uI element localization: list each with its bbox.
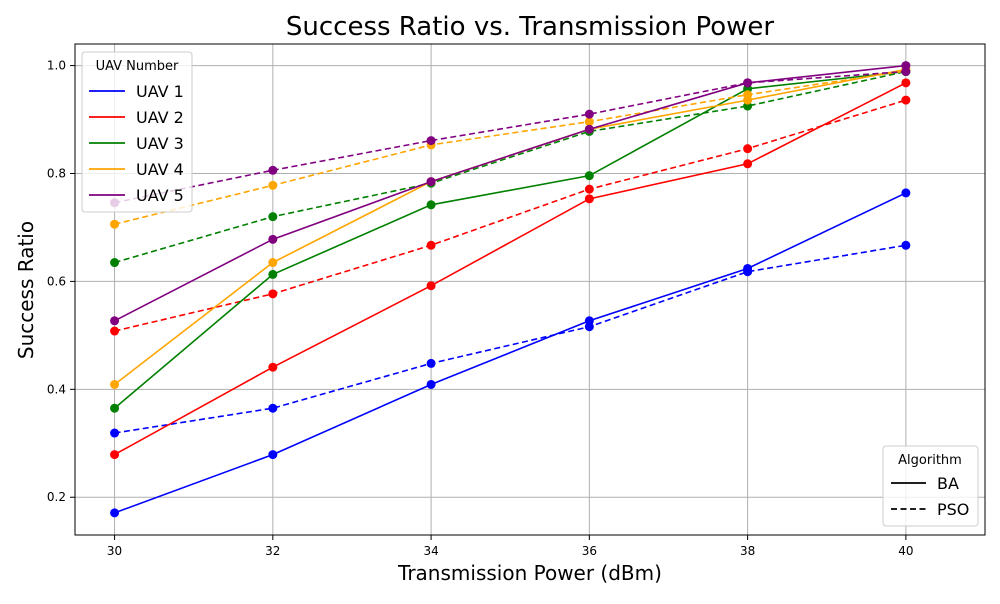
x-axis-label: Transmission Power (dBm): [397, 561, 662, 585]
data-point-uav-5-ba: [268, 234, 278, 244]
legend-algorithm-box: [882, 445, 979, 527]
series-line-uav-4-pso: [114, 70, 906, 225]
legend-algorithm-label: BA: [937, 474, 959, 493]
series-uav-5-ba: [110, 61, 911, 326]
legend-algorithm: Algorithm BA PSO: [882, 445, 979, 527]
data-point-uav-2-pso: [110, 326, 120, 336]
data-point-uav-5-ba: [584, 124, 594, 134]
series-line-uav-2-pso: [114, 99, 907, 332]
x-tick-label: 36: [582, 544, 597, 558]
data-point-uav-5-pso: [426, 136, 436, 146]
x-tick-label: 32: [265, 544, 280, 558]
series-uav-3-ba: [110, 67, 911, 413]
data-point-uav-4-ba: [268, 258, 278, 268]
data-point-uav-5-pso: [268, 165, 278, 175]
data-point-uav-5-pso: [743, 78, 753, 88]
data-point-uav-2-ba: [268, 362, 278, 372]
series-uav-1-pso: [110, 240, 911, 438]
data-point-uav-4-pso: [584, 117, 594, 127]
x-tick-label: 34: [423, 544, 438, 558]
legend-uav-label: UAV 2: [136, 108, 184, 127]
legend-uav-number: UAV Number UAV 1 UAV 2 UAV 3 UAV 4 UAV 5: [81, 51, 193, 213]
y-tick-label: 0.2: [47, 490, 66, 504]
data-point-uav-5-ba: [426, 177, 436, 187]
data-point-uav-3-pso: [110, 258, 120, 268]
chart-title: Success Ratio vs. Transmission Power: [286, 12, 775, 42]
data-point-uav-3-ba: [426, 200, 436, 210]
data-point-uav-1-ba: [110, 508, 120, 518]
data-point-uav-5-pso: [901, 67, 911, 77]
series-uav-4-ba: [110, 64, 911, 389]
data-point-uav-2-pso: [743, 144, 753, 154]
data-point-uav-1-pso: [110, 428, 120, 438]
series-line-uav-5-pso: [114, 70, 906, 204]
data-point-uav-2-ba: [110, 450, 120, 460]
y-tick-label: 0.4: [47, 382, 66, 396]
data-point-uav-5-ba: [110, 316, 120, 326]
legend-uav-label: UAV 1: [136, 82, 184, 101]
data-point-uav-1-ba: [426, 379, 436, 389]
series-uav-2-pso: [110, 95, 911, 336]
series-line-uav-3-pso: [114, 70, 907, 264]
data-point-uav-1-ba: [901, 188, 911, 198]
series-uav-3-pso: [110, 67, 911, 268]
x-tick-label: 30: [107, 544, 122, 558]
data-point-uav-2-ba: [901, 78, 911, 88]
legend-uav-label: UAV 4: [136, 160, 184, 179]
series-line-uav-5-ba: [114, 64, 906, 322]
data-point-uav-2-pso: [268, 289, 278, 299]
data-point-uav-1-pso: [901, 240, 911, 250]
series-uav-1-ba: [110, 188, 911, 518]
series-line-uav-3-ba: [114, 70, 906, 409]
y-axis-label: Success Ratio: [14, 221, 38, 359]
x-tick-label: 40: [898, 544, 913, 558]
series-uav-2-ba: [110, 78, 911, 460]
data-point-uav-2-pso: [584, 184, 594, 194]
data-point-uav-4-pso: [110, 219, 120, 229]
data-point-uav-1-ba: [268, 450, 278, 460]
series-layer: [110, 61, 911, 518]
legend-uav-box: [81, 51, 193, 213]
data-point-uav-5-pso: [584, 109, 594, 119]
plot-frame: [74, 43, 986, 536]
series-line-uav-1-ba: [114, 192, 907, 514]
axis-ticks: 30 32 34 36 38 40 0.2 0.4 0.6 0.8 1.0: [47, 59, 914, 558]
data-point-uav-3-ba: [584, 171, 594, 181]
series-line-uav-1-pso: [114, 244, 907, 434]
data-point-uav-1-pso: [268, 403, 278, 413]
data-point-uav-2-pso: [901, 95, 911, 105]
data-point-uav-2-ba: [743, 159, 753, 169]
legend-algorithm-title: Algorithm: [898, 453, 962, 468]
data-point-uav-1-pso: [743, 267, 753, 277]
data-point-uav-1-pso: [426, 358, 436, 368]
data-point-uav-2-ba: [584, 194, 594, 204]
data-point-uav-3-pso: [268, 212, 278, 222]
data-point-uav-2-pso: [426, 240, 436, 250]
legend-uav-label: UAV 3: [136, 134, 184, 153]
legend-uav-label: UAV 5: [136, 186, 184, 205]
series-uav-5-pso: [110, 67, 911, 208]
data-point-uav-4-ba: [110, 379, 120, 389]
data-point-uav-4-pso: [743, 90, 753, 100]
data-point-uav-4-pso: [268, 180, 278, 190]
grid: [75, 44, 985, 535]
x-tick-label: 38: [740, 544, 755, 558]
series-line-uav-4-ba: [114, 68, 907, 386]
series-line-uav-2-ba: [114, 82, 907, 456]
data-point-uav-3-ba: [110, 403, 120, 413]
series-uav-4-pso: [110, 66, 911, 229]
data-point-uav-3-ba: [268, 269, 278, 279]
legend-uav-title: UAV Number: [96, 59, 179, 74]
data-point-uav-1-pso: [584, 322, 594, 332]
legend-algorithm-label: PSO: [937, 500, 969, 519]
y-tick-label: 1.0: [47, 59, 66, 73]
y-tick-label: 0.6: [47, 274, 66, 288]
data-point-uav-2-ba: [426, 281, 436, 291]
y-tick-label: 0.8: [47, 166, 66, 180]
